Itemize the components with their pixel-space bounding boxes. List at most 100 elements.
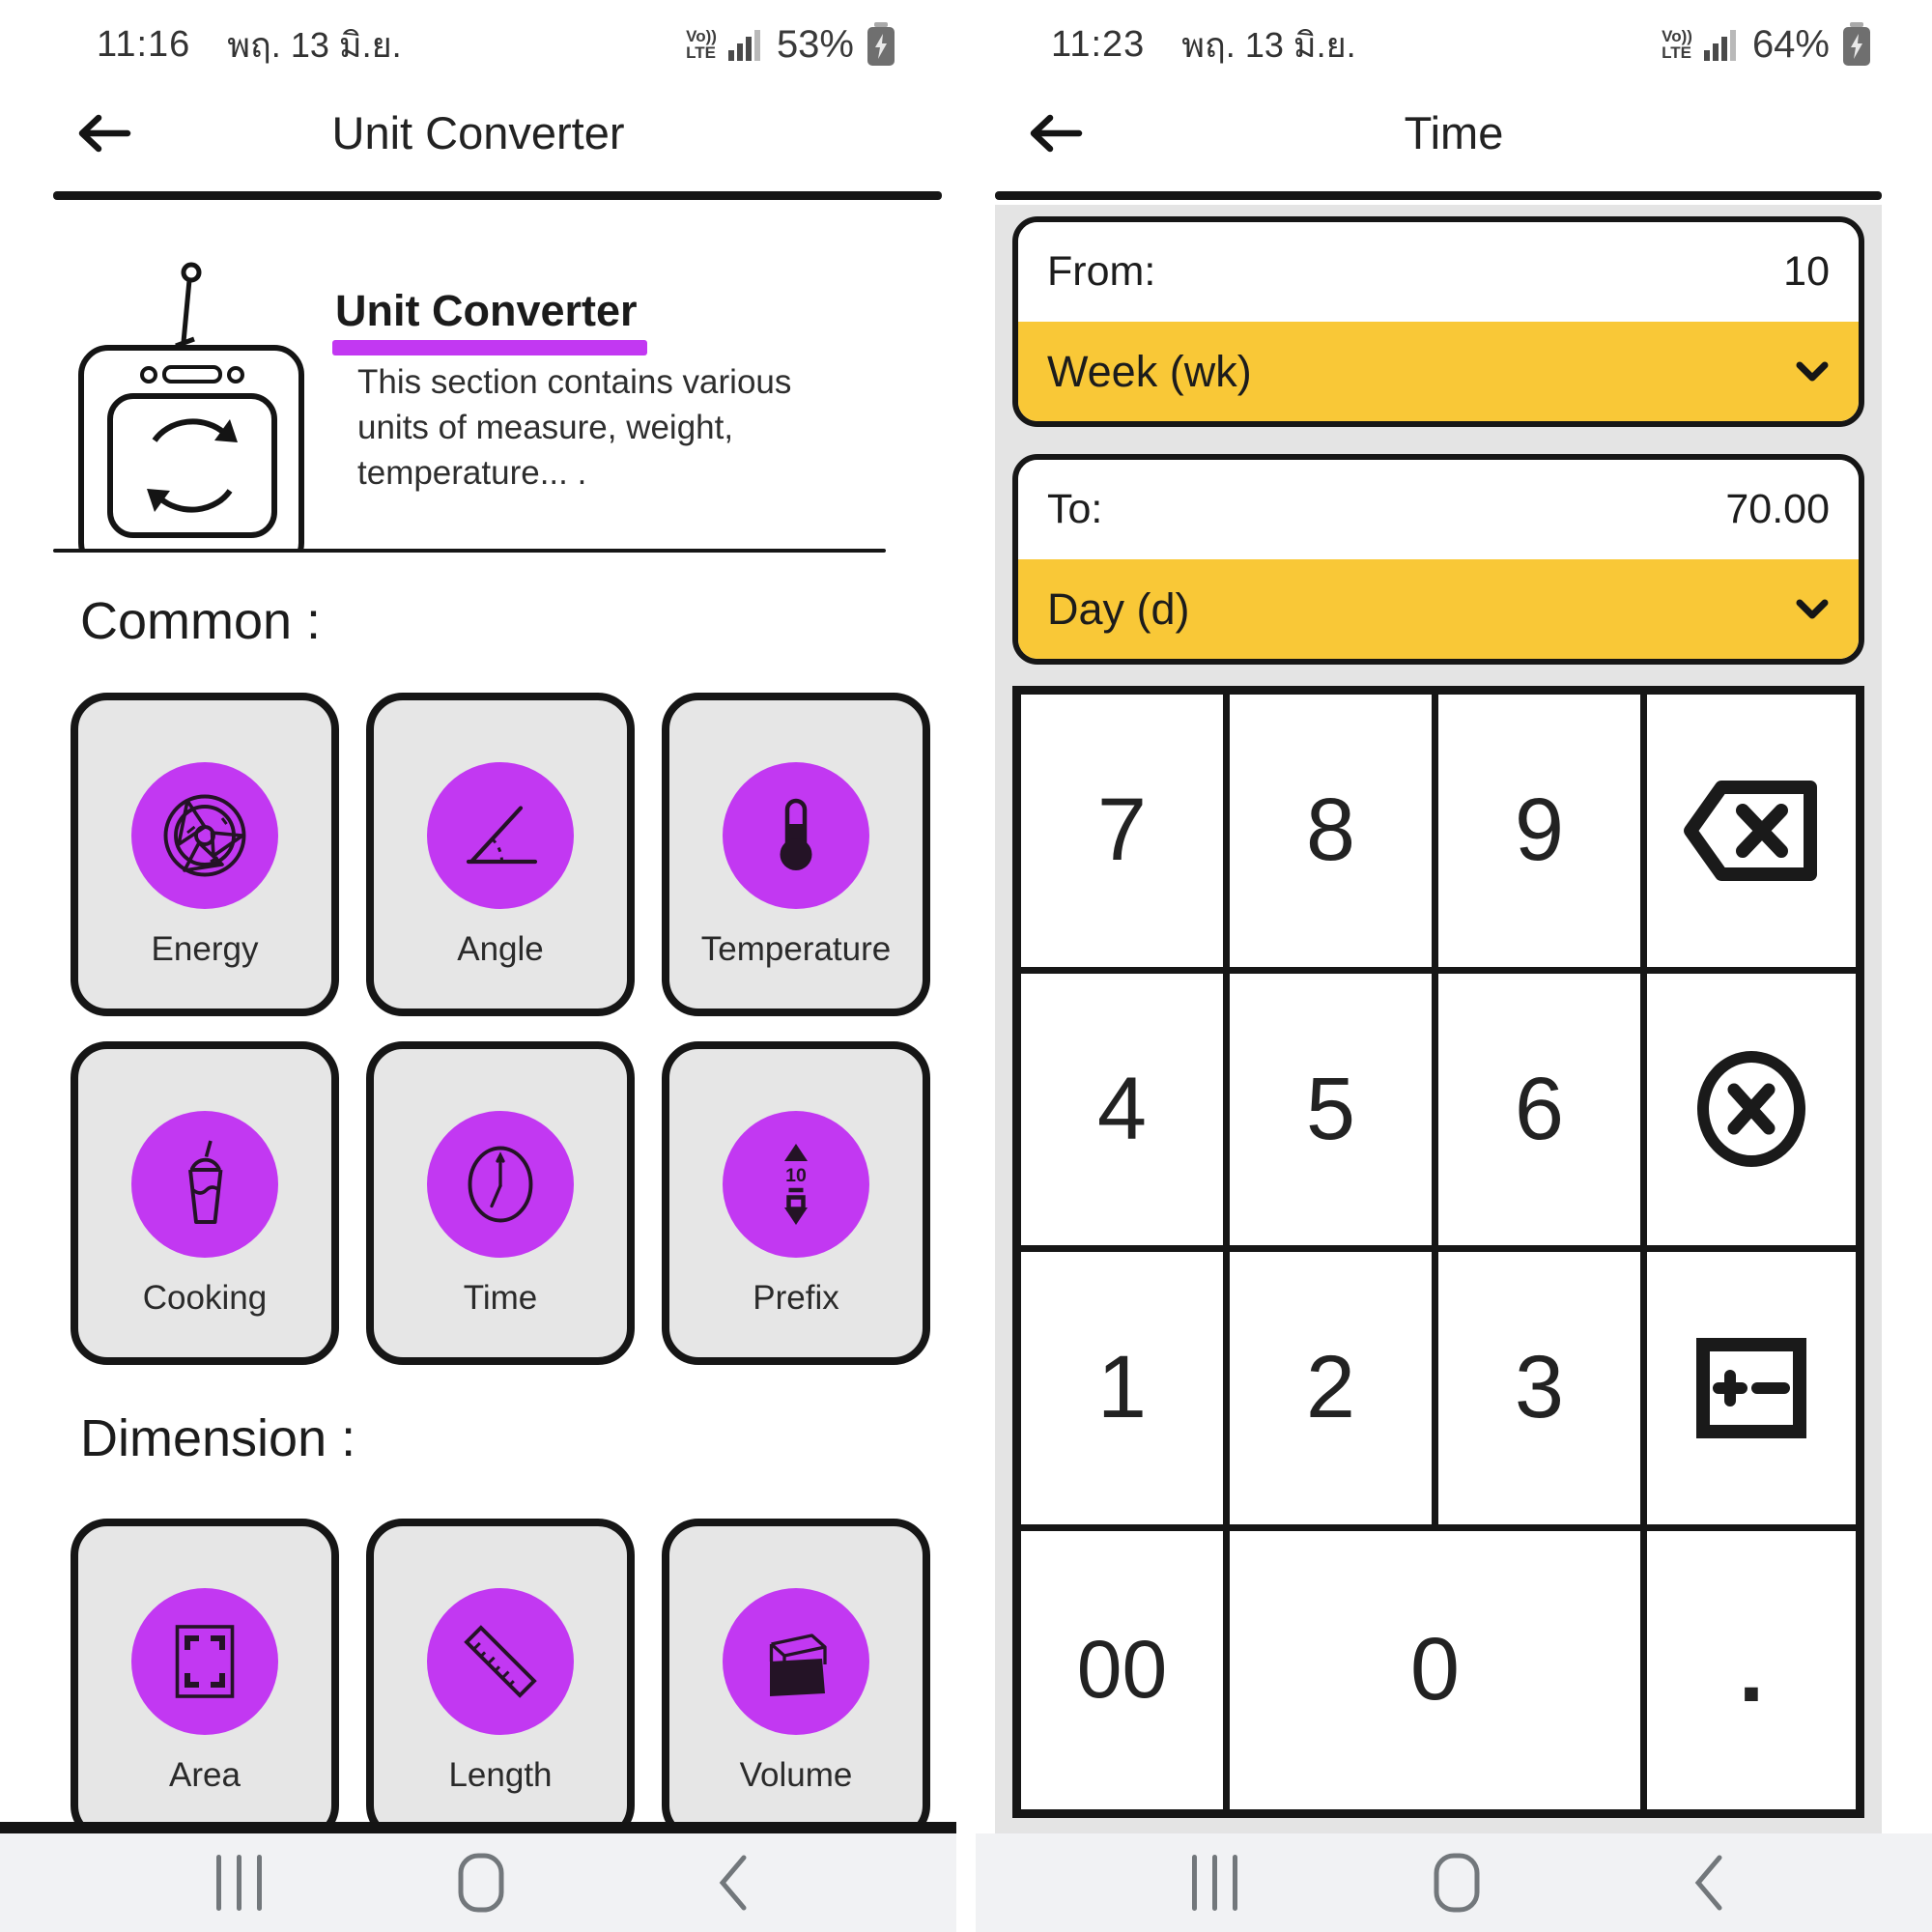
battery-icon [1841,22,1872,67]
angle-icon [427,762,574,909]
hero-divider [53,549,886,553]
energy-icon [131,762,278,909]
card-label: Time [463,1279,538,1317]
card-label: Angle [457,930,544,968]
battery-percent: 53% [776,22,854,66]
back-button[interactable] [694,1847,771,1918]
navigation-bar [0,1833,956,1932]
hero-description-line: units of measure, weight, [357,409,734,446]
hero-title: Unit Converter [335,286,638,335]
app-bar: Time [976,97,1932,174]
status-bar: 11:16 พฤ. 13 มิ.ย. Vo)) LTE 53% [0,14,956,75]
volte-icon: Vo)) LTE [686,27,717,62]
category-card-prefix[interactable]: 10 Prefix [662,1041,930,1365]
hero-description: This section contains various units of m… [357,359,918,496]
volte-icon: Vo)) LTE [1662,27,1692,62]
signal-bars-icon [727,25,765,64]
key-00[interactable]: 00 [1021,1530,1230,1809]
from-value: 10 [1783,248,1830,295]
navigation-bar [976,1833,1932,1932]
back-arrow-icon[interactable] [1027,110,1083,156]
category-card-cooking[interactable]: Cooking [71,1041,339,1365]
time-icon [427,1111,574,1258]
status-time: 11:16 [97,23,191,65]
temperature-icon [723,762,869,909]
page-title: Unit Converter [331,107,625,158]
to-unit-label: Day (d) [1047,583,1190,634]
category-card-temperature[interactable]: Temperature [662,693,930,1016]
from-label: From: [1047,248,1156,295]
key-1[interactable]: 1 [1021,1252,1230,1531]
key-decimal[interactable]: . [1647,1530,1856,1809]
card-label: Length [448,1756,553,1794]
svg-text:10: 10 [785,1165,807,1186]
section-heading-dimension: Dimension : [80,1409,356,1467]
hero-description-line: temperature... . [357,454,587,492]
card-label: Cooking [142,1279,268,1317]
from-card: From: 10 Week (wk) [1012,216,1864,427]
key-clear[interactable] [1647,973,1856,1252]
hero-description-line: This section contains various [357,363,792,401]
key-plus-minus[interactable] [1647,1252,1856,1531]
from-row[interactable]: From: 10 [1018,222,1859,322]
key-2[interactable]: 2 [1230,1252,1438,1531]
back-button[interactable] [1669,1847,1747,1918]
volume-icon [723,1588,869,1735]
category-card-area[interactable]: Area [71,1519,339,1842]
category-card-time[interactable]: Time [366,1041,635,1365]
battery-icon [866,22,896,67]
status-date: พฤ. 13 มิ.ย. [1181,24,1356,65]
chevron-down-icon [1795,360,1830,384]
app-bar: Unit Converter [0,97,956,174]
category-card-angle[interactable]: Angle [366,693,635,1016]
header-divider [53,191,942,200]
key-backspace[interactable] [1647,695,1856,974]
from-unit-dropdown[interactable]: Week (wk) [1018,322,1859,421]
key-4[interactable]: 4 [1021,973,1230,1252]
category-card-volume[interactable]: Volume [662,1519,930,1842]
recents-button[interactable] [201,1847,278,1918]
category-card-length[interactable]: Length [366,1519,635,1842]
back-arrow-icon[interactable] [75,110,131,156]
area-icon [131,1588,278,1735]
card-label: Energy [151,930,259,968]
to-unit-dropdown[interactable]: Day (d) [1018,559,1859,659]
status-bar: 11:23 พฤ. 13 มิ.ย. Vo)) LTE 64% [976,14,1932,75]
to-card: To: 70.00 Day (d) [1012,454,1864,665]
key-9[interactable]: 9 [1438,695,1647,974]
card-label: Volume [739,1756,853,1794]
cooking-icon [131,1111,278,1258]
chevron-down-icon [1795,598,1830,621]
to-value: 70.00 [1725,486,1830,532]
status-date: พฤ. 13 มิ.ย. [227,24,402,65]
key-5[interactable]: 5 [1230,973,1438,1252]
title-highlight [332,340,647,355]
plus-minus-icon [1693,1335,1809,1441]
page-title: Time [1404,107,1504,158]
card-label: Temperature [700,930,892,968]
clear-icon [1693,1051,1809,1168]
category-card-energy[interactable]: Energy [71,693,339,1016]
time-converter-screen: 11:23 พฤ. 13 มิ.ย. Vo)) LTE 64% [976,0,1932,1932]
status-time: 11:23 [1051,23,1146,65]
card-label: Prefix [753,1279,839,1317]
length-icon [427,1588,574,1735]
header-divider [995,191,1882,200]
card-label: Area [169,1756,241,1794]
recents-button[interactable] [1177,1847,1254,1918]
key-6[interactable]: 6 [1438,973,1647,1252]
navbar-divider [0,1822,956,1833]
key-7[interactable]: 7 [1021,695,1230,974]
home-button[interactable] [1418,1847,1495,1918]
numeric-keypad: 7 8 9 4 5 6 1 2 3 [1012,686,1864,1818]
section-heading-common: Common : [80,592,322,650]
key-8[interactable]: 8 [1230,695,1438,974]
from-unit-label: Week (wk) [1047,346,1252,396]
to-row[interactable]: To: 70.00 [1018,460,1859,559]
to-label: To: [1047,486,1103,532]
key-3[interactable]: 3 [1438,1252,1647,1531]
home-button[interactable] [442,1847,520,1918]
unit-converter-logo-icon [77,259,309,551]
backspace-icon [1679,778,1824,884]
key-0[interactable]: 0 [1230,1530,1647,1809]
